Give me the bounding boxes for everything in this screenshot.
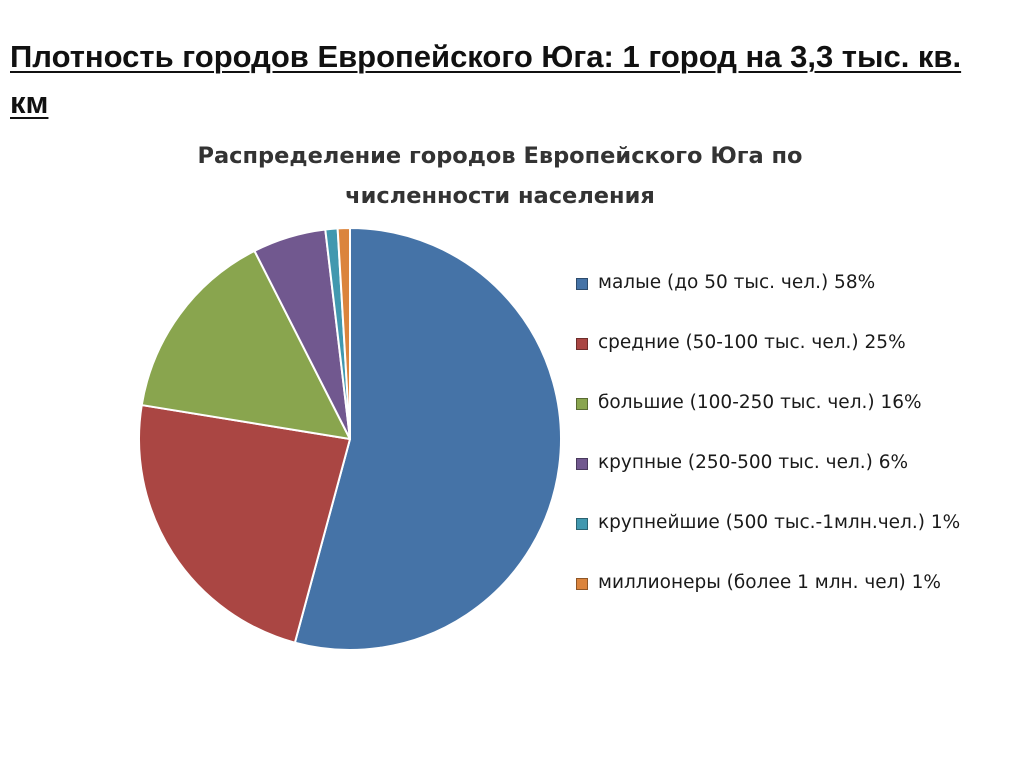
legend-item: большие (100-250 тыс. чел.) 16% xyxy=(576,388,1016,448)
legend-label: малые (до 50 тыс. чел.) 58% xyxy=(598,272,876,293)
legend-label: крупные (250-500 тыс. чел.) 6% xyxy=(598,452,909,473)
legend-label: средние (50-100 тыс. чел.) 25% xyxy=(598,332,906,353)
legend-label: крупнейшие (500 тыс.-1млн.чел.) 1% xyxy=(598,512,961,533)
legend-swatch xyxy=(576,398,588,410)
legend-item: крупные (250-500 тыс. чел.) 6% xyxy=(576,448,1016,508)
pie-slice xyxy=(293,227,562,651)
legend-label: миллионеры (более 1 млн. чел) 1% xyxy=(598,572,941,593)
legend-swatch xyxy=(576,578,588,590)
chart-title: Распределение городов Европейского Юга п… xyxy=(197,143,803,209)
legend-swatch xyxy=(576,278,588,290)
legend-swatch xyxy=(576,458,588,470)
pie-slice xyxy=(138,404,351,644)
slide-title: Плотность городов Европейского Юга: 1 го… xyxy=(10,39,962,120)
pie-slice xyxy=(336,226,351,440)
legend-swatch xyxy=(576,518,588,530)
legend-swatch xyxy=(576,338,588,350)
chart-legend: малые (до 50 тыс. чел.) 58% средние (50-1… xyxy=(576,268,1016,628)
legend-item: миллионеры (более 1 млн. чел) 1% xyxy=(576,568,1016,628)
legend-item: малые (до 50 тыс. чел.) 58% xyxy=(576,268,1016,328)
legend-label: большие (100-250 тыс. чел.) 16% xyxy=(598,392,922,413)
pie-slice xyxy=(140,249,351,440)
legend-item: средние (50-100 тыс. чел.) 25% xyxy=(576,328,1016,388)
legend-item: крупнейшие (500 тыс.-1млн.чел.) 1% xyxy=(576,508,1016,568)
